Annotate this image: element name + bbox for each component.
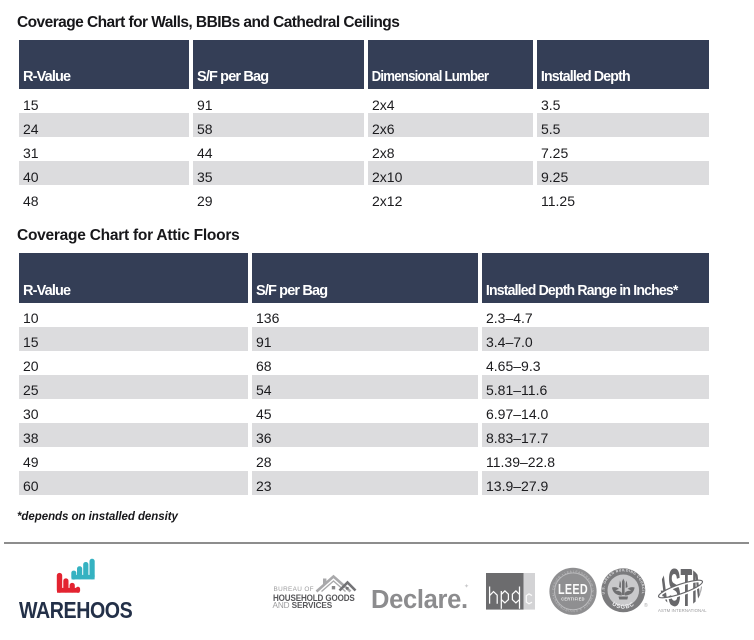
svg-text:LEED: LEED [558, 580, 588, 597]
svg-text:CERTIFIED: CERTIFIED [561, 596, 585, 601]
svg-text:ASTM: ASTM [654, 561, 707, 615]
svg-text:USGBC: USGBC [611, 601, 636, 610]
